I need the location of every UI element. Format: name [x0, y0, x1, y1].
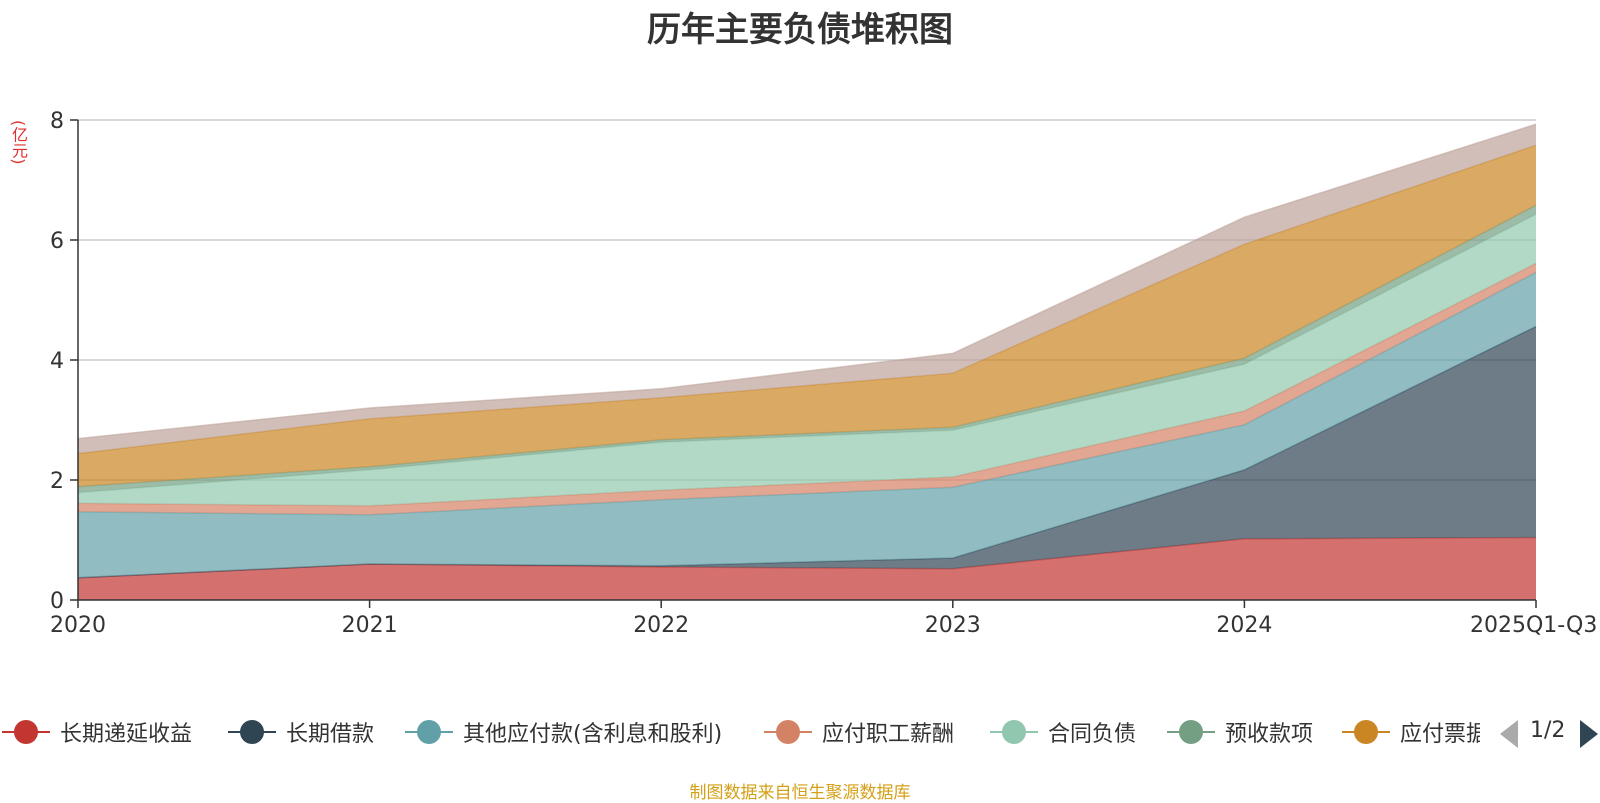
legend-item[interactable]: 长期借款 [226, 712, 374, 752]
legend-label: 应付职工薪酬 [822, 722, 955, 747]
area-series-4 [78, 214, 1536, 506]
legend-label: 合同负债 [1048, 722, 1137, 747]
plot-area: 0 2 4 6 8 2020 2021 2022 2023 2024 2025Q1-Q3 [50, 109, 1597, 638]
y-tick-label: 0 [50, 589, 64, 614]
x-tick-label: 2020 [50, 613, 106, 638]
legend-item[interactable]: 应付票据 [1340, 712, 1480, 752]
legend-marker-icon [403, 712, 455, 752]
x-tick-label: 2023 [925, 613, 981, 638]
axes: 0 2 4 6 8 2020 2021 2022 2023 2024 2025Q1-Q3 [50, 109, 1597, 638]
source-note: 制图数据来自恒生聚源数据库 [689, 783, 911, 803]
legend-label: 应付票据 [1400, 722, 1480, 747]
legend-page-indicator: 1/2 [1530, 718, 1566, 743]
area-series-edge-7 [77, 123, 1537, 440]
legend-item[interactable]: 应付职工薪酬 [762, 712, 954, 752]
x-tick-label: 2024 [1216, 613, 1272, 638]
legend-item[interactable]: 长期递延收益 [0, 712, 192, 752]
legend-marker-icon [988, 712, 1040, 752]
legend-item[interactable]: 合同负债 [988, 712, 1136, 752]
x-tick-label: 2022 [633, 613, 689, 638]
legend-marker-icon [0, 712, 52, 752]
legend-prev-page-icon[interactable] [1500, 720, 1518, 748]
chart-title: 历年主要负债堆积图 [647, 10, 953, 50]
area-series-6 [78, 145, 1536, 487]
y-tick-label: 8 [50, 109, 64, 134]
area-series-5 [78, 205, 1536, 493]
area-series-0 [78, 537, 1536, 600]
y-tick-label: 4 [50, 349, 64, 374]
area-series-1 [78, 326, 1536, 578]
legend-marker-icon [1165, 712, 1217, 752]
legend-next-page-icon[interactable] [1580, 720, 1598, 748]
legend-item[interactable]: 其他应付款(含利息和股利) [403, 712, 722, 752]
legend-item[interactable]: 预收款项 [1165, 712, 1313, 752]
x-tick-label: 2021 [342, 613, 398, 638]
x-tick-label: 2025Q1-Q3 [1470, 613, 1597, 638]
legend-items: 长期递延收益 长期借款 其他应付款(含利息和股利) 应付职工薪酬 合同负债 预收款项 应付票… [0, 712, 1480, 756]
legend-marker-icon [762, 712, 814, 752]
y-tick-label: 6 [50, 229, 64, 254]
y-axis-unit-label: (亿元) [9, 120, 28, 165]
legend: 长期递延收益 长期借款 其他应付款(含利息和股利) 应付职工薪酬 合同负债 预收款项 应付票… [0, 712, 1600, 756]
legend-label: 其他应付款(含利息和股利) [463, 722, 723, 747]
stacked-areas [77, 123, 1537, 600]
legend-label: 长期借款 [286, 722, 375, 747]
legend-label: 预收款项 [1225, 722, 1314, 747]
legend-marker-icon [1340, 712, 1392, 752]
legend-marker-icon [226, 712, 278, 752]
y-tick-label: 2 [50, 469, 64, 494]
legend-label: 长期递延收益 [60, 722, 193, 747]
